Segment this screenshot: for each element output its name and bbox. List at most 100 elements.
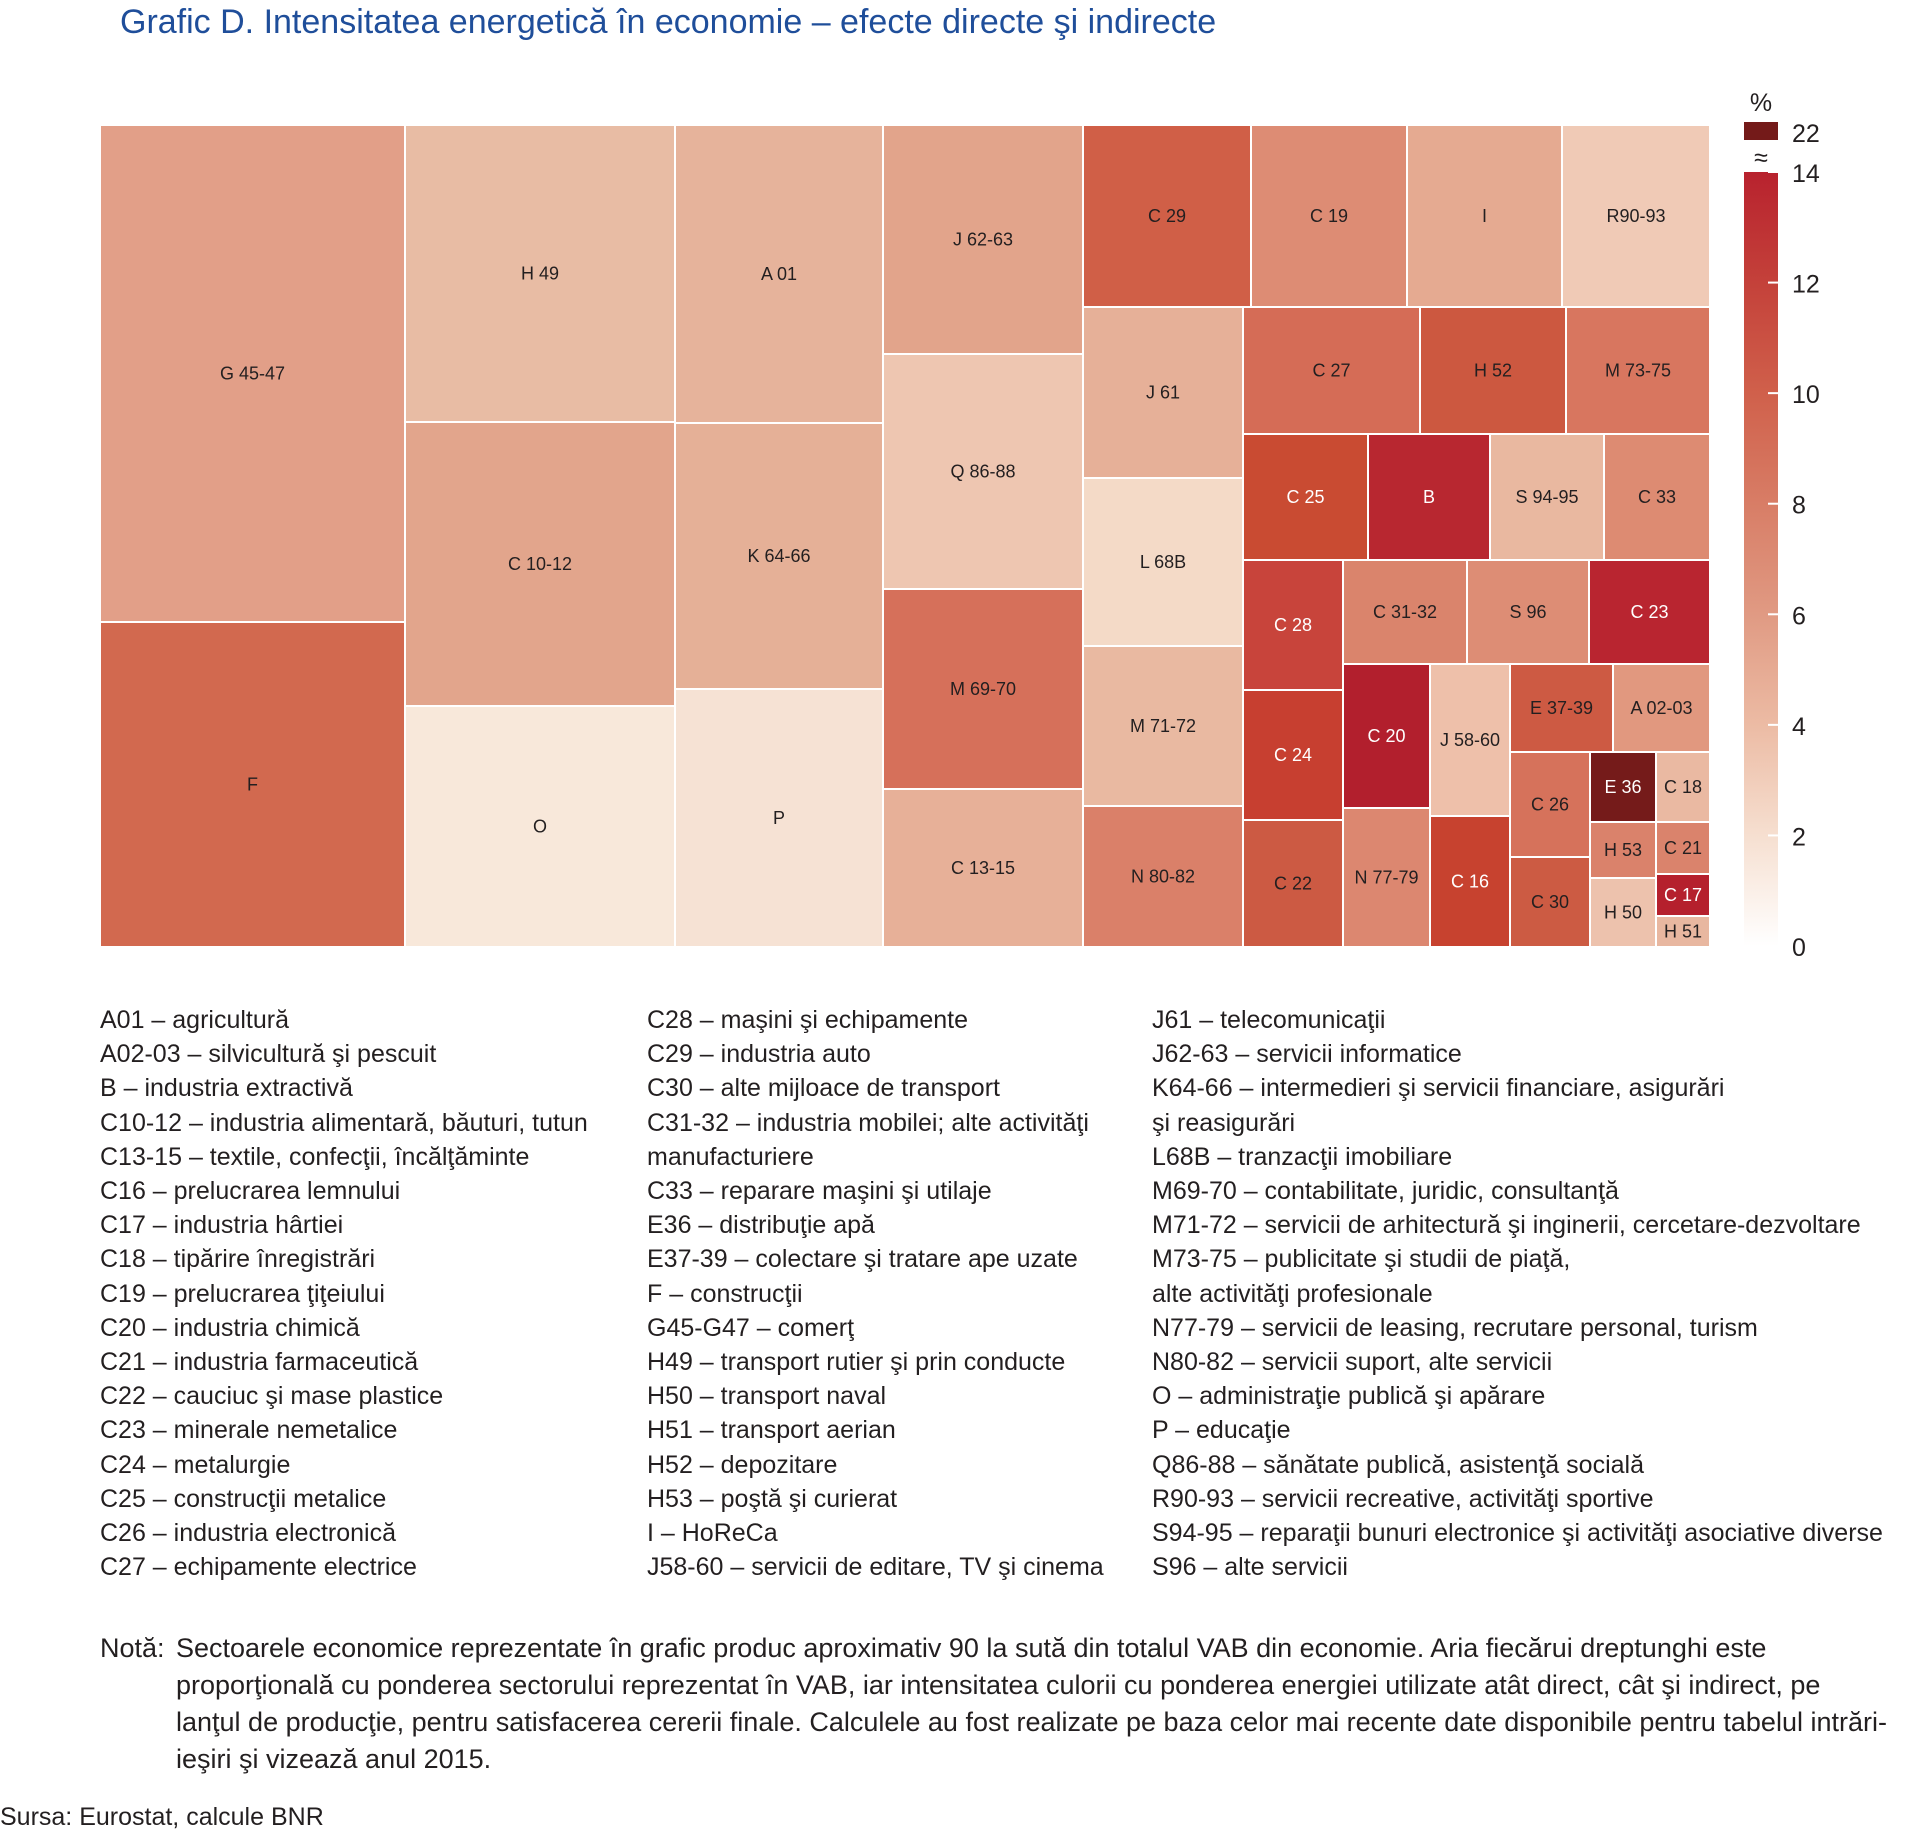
treemap-cell-label: A 02-03 xyxy=(1630,698,1692,718)
legend-item: C23 – minerale nemetalice xyxy=(100,1416,398,1445)
footnote: Notă: Sectoarele economice reprezentate … xyxy=(100,1630,1890,1778)
treemap-cell xyxy=(1655,915,1711,948)
treemap-cell-label: C 31-32 xyxy=(1373,602,1437,622)
legend-item: C16 – prelucrarea lemnului xyxy=(100,1177,401,1206)
legend-item: F – construcţii xyxy=(647,1279,803,1308)
color-scale-bar xyxy=(1744,172,1778,946)
color-scale-tick-label: 0 xyxy=(1792,934,1806,962)
treemap-cell-label: C 27 xyxy=(1312,361,1350,381)
legend-item: C17 – industria hârtiei xyxy=(100,1211,344,1240)
treemap-cell xyxy=(1406,124,1563,308)
treemap-cell-label: L 68B xyxy=(1140,552,1186,572)
treemap-cell xyxy=(1082,645,1244,807)
treemap-cell-label: C 25 xyxy=(1286,487,1324,507)
treemap-cell-label: H 53 xyxy=(1604,840,1642,860)
treemap-cell xyxy=(1082,477,1244,647)
legend-item: C31-32 – industria mobilei; alte activit… xyxy=(647,1108,1089,1137)
treemap-cell xyxy=(1342,807,1431,948)
treemap-cell xyxy=(1250,124,1408,308)
legend-item: manufacturiere xyxy=(647,1142,814,1171)
color-scale-break-symbol: ≈ xyxy=(1754,144,1768,172)
legend-item: alte activităţi profesionale xyxy=(1152,1279,1433,1308)
legend-item: B – industria extractivă xyxy=(100,1074,353,1103)
treemap-cell-label: C 10-12 xyxy=(508,554,572,574)
legend-item: R90-93 – servicii recreative, activităţi… xyxy=(1152,1484,1654,1513)
treemap-cell xyxy=(1589,877,1657,948)
legend-item: M73-75 – publicitate şi studii de piaţă, xyxy=(1152,1245,1571,1274)
treemap-cell xyxy=(1242,306,1421,435)
legend-item: C28 – maşini şi echipamente xyxy=(647,1006,968,1034)
legend-item: G45-G47 – comerţ xyxy=(647,1313,855,1342)
treemap-cell xyxy=(882,788,1084,948)
color-scale-tick-label: 4 xyxy=(1792,713,1806,741)
treemap-cell-label: C 18 xyxy=(1664,777,1702,797)
legend-column-2: C28 – maşini şi echipamente C29 – industr… xyxy=(647,1003,1104,1584)
legend-item: A01 – agricultură xyxy=(100,1006,290,1034)
color-scale-tick-label: 10 xyxy=(1792,381,1820,409)
legend-item: H53 – poştă şi curierat xyxy=(647,1484,898,1513)
legend-item: N80-82 – servicii suport, alte servicii xyxy=(1152,1348,1553,1377)
treemap-cell-label: E 36 xyxy=(1604,777,1641,797)
treemap-cell-label: P xyxy=(773,808,785,828)
color-scale-tick-label: 6 xyxy=(1792,602,1806,630)
legend-item: H52 – depozitare xyxy=(647,1450,838,1479)
treemap-cell-label: J 62-63 xyxy=(953,230,1013,250)
treemap-cell xyxy=(882,353,1084,590)
color-scale-tick-label: 12 xyxy=(1792,271,1820,299)
treemap-cell-label: C 13-15 xyxy=(951,858,1015,878)
legend-item: Q86-88 – sănătate publică, asistenţă soc… xyxy=(1152,1450,1644,1479)
treemap-cell-label: C 30 xyxy=(1531,892,1569,912)
treemap-cell xyxy=(1082,124,1252,308)
treemap-cell xyxy=(1655,751,1711,823)
treemap-cell-label: Q 86-88 xyxy=(950,462,1015,482)
treemap-cell-label: F xyxy=(247,775,258,795)
treemap-cell-label: M 73-75 xyxy=(1605,361,1671,381)
legend-item: O – administraţie publică şi apărare xyxy=(1152,1382,1546,1411)
color-scale-tick-label: 14 xyxy=(1792,160,1820,188)
color-scale: % ≈ 22 0 2 4 6 8 10 12 14 xyxy=(1744,89,1820,962)
footnote-text: Sectoarele economice reprezentate în gra… xyxy=(176,1633,1887,1774)
treemap-cell-label: J 61 xyxy=(1146,383,1180,403)
treemap-cell-label: H 50 xyxy=(1604,903,1642,923)
legend-item: L68B – tranzacţii imobiliare xyxy=(1152,1142,1453,1171)
treemap-cell-label: J 58-60 xyxy=(1440,730,1500,750)
legend-item: C25 – construcţii metalice xyxy=(100,1484,387,1513)
legend-item: C26 – industria electronică xyxy=(100,1519,396,1548)
color-scale-tick-label: 8 xyxy=(1792,492,1806,520)
legend-item: M71-72 – servicii de arhitectură şi ingi… xyxy=(1152,1211,1861,1240)
treemap-cell-label: H 49 xyxy=(521,264,559,284)
color-scale-top-block xyxy=(1744,122,1778,140)
treemap-cell-label: C 29 xyxy=(1148,206,1186,226)
legend-item: E36 – distribuţie apă xyxy=(647,1211,875,1240)
treemap-cell-label: C 19 xyxy=(1310,206,1348,226)
legend-item: C22 – cauciuc şi mase plastice xyxy=(100,1382,444,1411)
treemap-cell-label: C 16 xyxy=(1451,872,1489,892)
legend-item: J62-63 – servicii informatice xyxy=(1152,1040,1462,1069)
treemap-cell xyxy=(1655,873,1711,917)
treemap-cell-label: C 21 xyxy=(1664,838,1702,858)
treemap-cell xyxy=(404,124,676,423)
legend-item: H50 – transport naval xyxy=(647,1382,887,1411)
legend-item: C24 – metalurgie xyxy=(100,1450,291,1479)
treemap-cell-label: S 94-95 xyxy=(1515,487,1578,507)
legend-item: J61 – telecomunicaţii xyxy=(1152,1006,1386,1034)
treemap-cell-label: R90-93 xyxy=(1606,206,1665,226)
treemap-cell xyxy=(674,422,884,690)
treemap-cell xyxy=(1242,433,1369,561)
legend-item: C20 – industria chimică xyxy=(100,1313,360,1342)
legend-item: H51 – transport aerian xyxy=(647,1416,896,1445)
treemap-cell xyxy=(1367,433,1491,561)
legend-item: P – educaţie xyxy=(1152,1416,1291,1445)
treemap-cell-label: O xyxy=(533,817,547,837)
color-scale-tick-label: 2 xyxy=(1792,823,1806,851)
legend-item: I – HoReCa xyxy=(647,1519,778,1548)
treemap-cell-label: N 77-79 xyxy=(1354,868,1418,888)
treemap-chart: G 45-47 F H 49 C 10-12 O A 01 K 64-66 P J 62-63 Q… xyxy=(99,89,1820,962)
treemap-cell-label: C 23 xyxy=(1630,602,1668,622)
treemap-cell-label: H 51 xyxy=(1664,922,1702,942)
treemap-cell xyxy=(882,124,1084,355)
legend-item: K64-66 – intermedieri şi servicii financ… xyxy=(1152,1074,1725,1103)
legend-column-1: A01 – agricultură A02-03 – silvicultură ş… xyxy=(100,1003,588,1584)
legend-item: N77-79 – servicii de leasing, recrutare … xyxy=(1152,1313,1758,1342)
treemap-cell-label: A 01 xyxy=(761,264,797,284)
